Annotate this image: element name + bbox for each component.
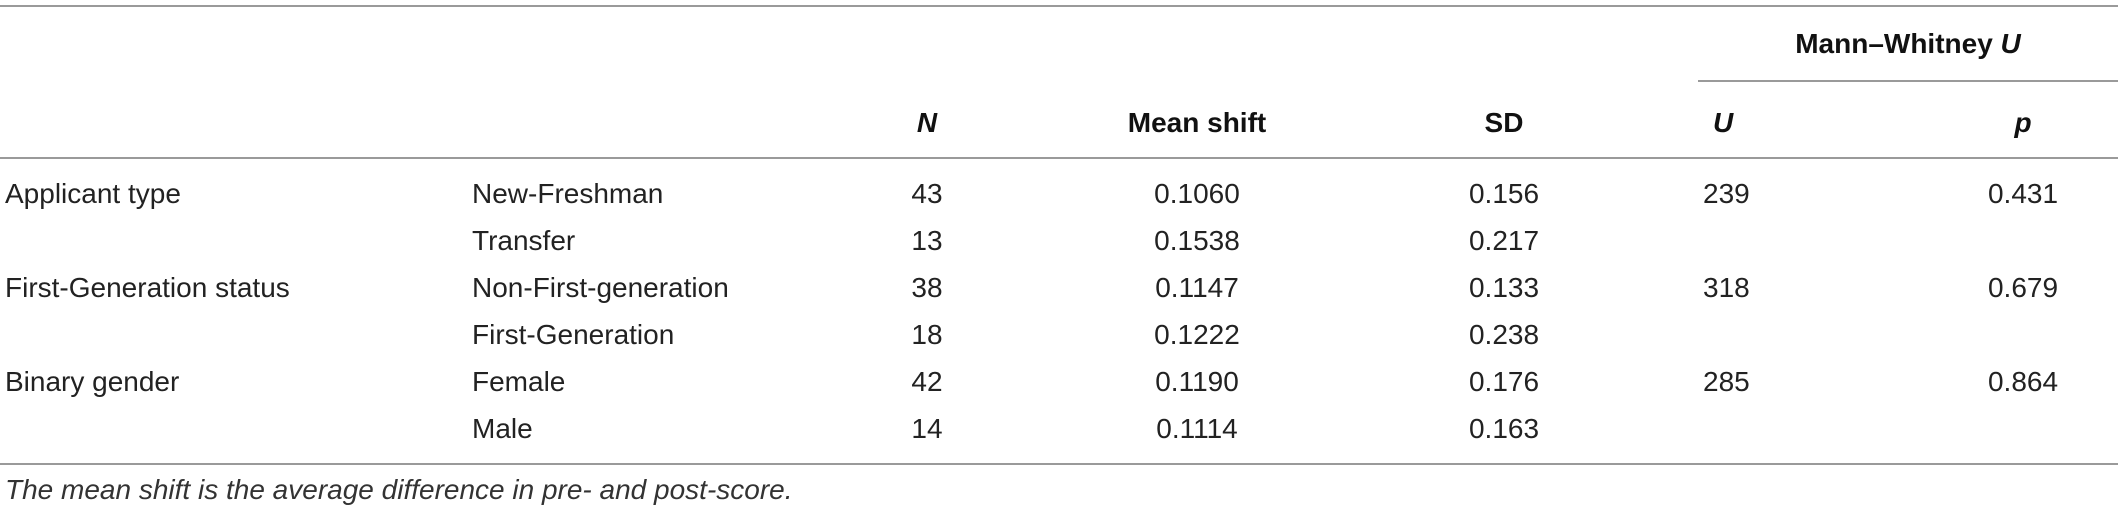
header-mann-whitney: Mann–Whitney U bbox=[1795, 27, 2021, 61]
row-sd: 0.217 bbox=[1468, 225, 1540, 256]
group-rule bbox=[1698, 80, 2118, 82]
row-sd: 0.156 bbox=[1468, 178, 1540, 209]
header-mann-whitney-u: U bbox=[2000, 28, 2021, 59]
header-mean-shift: Mean shift bbox=[1127, 107, 1267, 138]
row-sub-label: Male bbox=[472, 413, 533, 444]
row-sd: 0.133 bbox=[1468, 272, 1540, 303]
row-sub-label: Female bbox=[472, 366, 566, 397]
row-sub-label: Transfer bbox=[472, 225, 576, 256]
top-rule bbox=[0, 5, 2118, 7]
row-n: 38 bbox=[911, 272, 943, 303]
row-mean: 0.1060 bbox=[1154, 178, 1240, 209]
row-group-label: Binary gender bbox=[5, 366, 180, 397]
row-mean: 0.1114 bbox=[1156, 413, 1238, 444]
row-sub-label: Non-First-generation bbox=[472, 272, 729, 303]
row-mean: 0.1222 bbox=[1154, 319, 1240, 350]
header-mann-whitney-text: Mann–Whitney bbox=[1795, 28, 2001, 59]
row-sub-label: New-Freshman bbox=[472, 178, 664, 209]
header-u: U bbox=[1713, 107, 1734, 138]
row-u: 285 bbox=[1703, 366, 1750, 397]
row-sd: 0.238 bbox=[1468, 319, 1540, 350]
row-group-label: Applicant type bbox=[5, 178, 181, 209]
table-footnote: The mean shift is the average difference… bbox=[5, 474, 793, 505]
row-sd: 0.163 bbox=[1468, 413, 1540, 444]
row-n: 13 bbox=[911, 225, 943, 256]
header-n: N bbox=[916, 107, 938, 138]
row-u: 239 bbox=[1703, 178, 1750, 209]
row-sub-label: First-Generation bbox=[472, 319, 675, 350]
row-p: 0.431 bbox=[1987, 178, 2059, 209]
row-p: 0.679 bbox=[1987, 272, 2059, 303]
row-u: 318 bbox=[1703, 272, 1750, 303]
header-sd: SD bbox=[1484, 107, 1524, 138]
header-p: p bbox=[2014, 107, 2032, 138]
row-n: 43 bbox=[911, 178, 943, 209]
row-p: 0.864 bbox=[1987, 366, 2059, 397]
row-n: 18 bbox=[911, 319, 943, 350]
row-mean: 0.1190 bbox=[1155, 366, 1239, 397]
header-rule bbox=[0, 157, 2118, 159]
row-mean: 0.1147 bbox=[1155, 272, 1239, 303]
row-sd: 0.176 bbox=[1468, 366, 1540, 397]
row-group-label: First-Generation status bbox=[5, 272, 290, 303]
row-n: 14 bbox=[911, 413, 943, 444]
row-mean: 0.1538 bbox=[1154, 225, 1240, 256]
row-n: 42 bbox=[911, 366, 943, 397]
bottom-rule bbox=[0, 463, 2118, 465]
